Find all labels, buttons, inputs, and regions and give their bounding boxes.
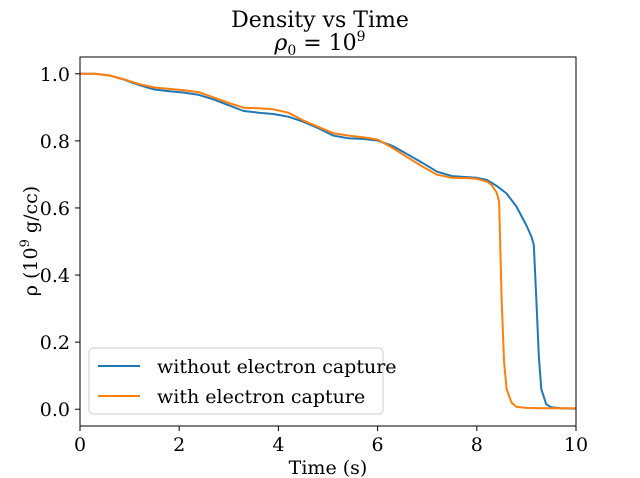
legend-label-without-capture: without electron capture	[157, 356, 397, 378]
x-tick-label: 4	[272, 434, 284, 456]
y-tick-label: 0.4	[40, 265, 70, 287]
series-line-with-electron-capture	[80, 72, 576, 410]
y-tick-label: 0.6	[40, 198, 70, 220]
y-tick-label: 0.2	[40, 332, 70, 354]
plot-frame	[79, 56, 577, 427]
plot-lines	[80, 72, 577, 410]
x-tick-label: 6	[372, 434, 384, 456]
chart-subtitle: ρ0 = 109	[273, 29, 365, 59]
y-tick-label: 1.0	[40, 64, 70, 86]
x-tick-label: 0	[74, 434, 86, 456]
legend: without electron capture with electron c…	[88, 347, 397, 415]
x-tick-label: 10	[564, 434, 588, 456]
y-axis: 0.0 0.2 0.4 0.6 0.8 1.0	[40, 64, 80, 421]
legend-label-with-capture: with electron capture	[157, 386, 365, 408]
y-axis-label: ρ (109 g/cc)	[18, 186, 42, 296]
y-tick-label: 0.8	[40, 131, 70, 153]
x-tick-label: 2	[173, 434, 185, 456]
chart-titles: Density vs Time ρ0 = 109	[231, 8, 409, 59]
legend-box	[88, 347, 384, 415]
x-axis-label: Time (s)	[289, 457, 368, 478]
x-tick-label: 8	[471, 434, 483, 456]
x-axis: 0 2 4 6 8 10	[74, 426, 588, 456]
y-tick-label: 0.0	[40, 399, 70, 421]
chart-title: Density vs Time	[231, 8, 409, 33]
